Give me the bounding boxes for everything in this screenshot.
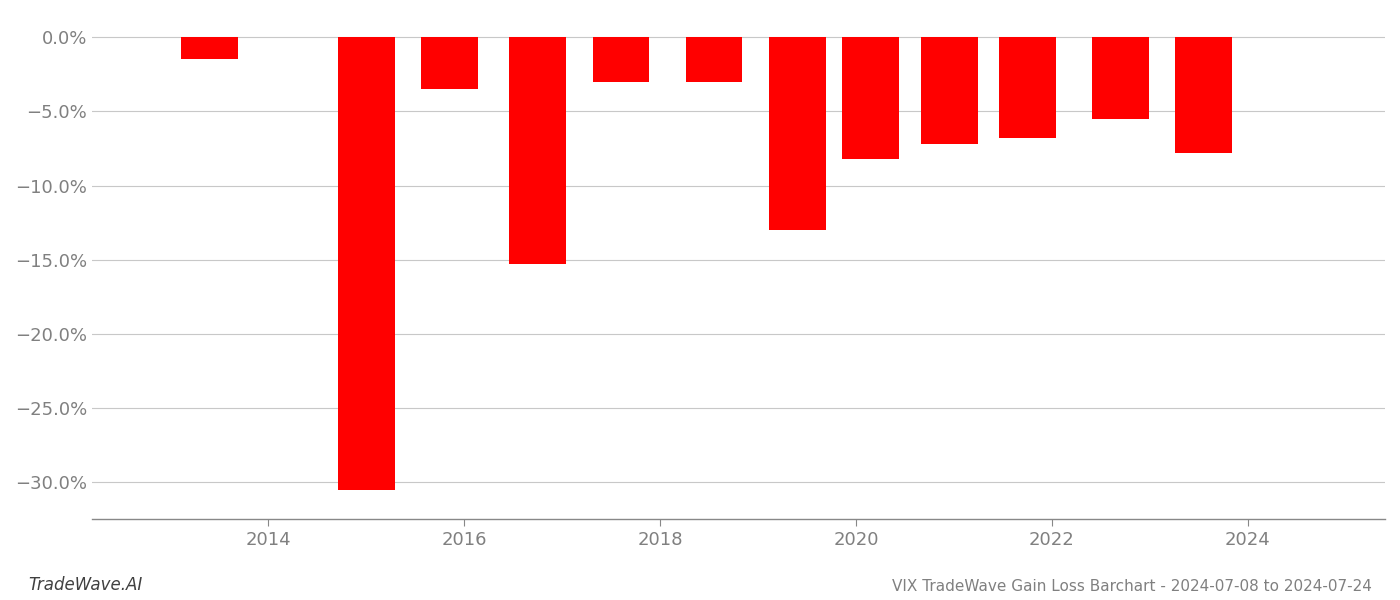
Bar (421, 37, 477, 89)
Bar (337, 37, 395, 490)
Bar (1000, 37, 1056, 138)
Text: TradeWave.AI: TradeWave.AI (28, 576, 143, 594)
Bar (1092, 37, 1149, 119)
Bar (592, 37, 650, 82)
Bar (1176, 37, 1232, 153)
Bar (686, 37, 742, 82)
Bar (843, 37, 899, 159)
Bar (921, 37, 977, 144)
Bar (510, 37, 566, 264)
Text: VIX TradeWave Gain Loss Barchart - 2024-07-08 to 2024-07-24: VIX TradeWave Gain Loss Barchart - 2024-… (892, 579, 1372, 594)
Bar (769, 37, 826, 230)
Bar (181, 37, 238, 59)
